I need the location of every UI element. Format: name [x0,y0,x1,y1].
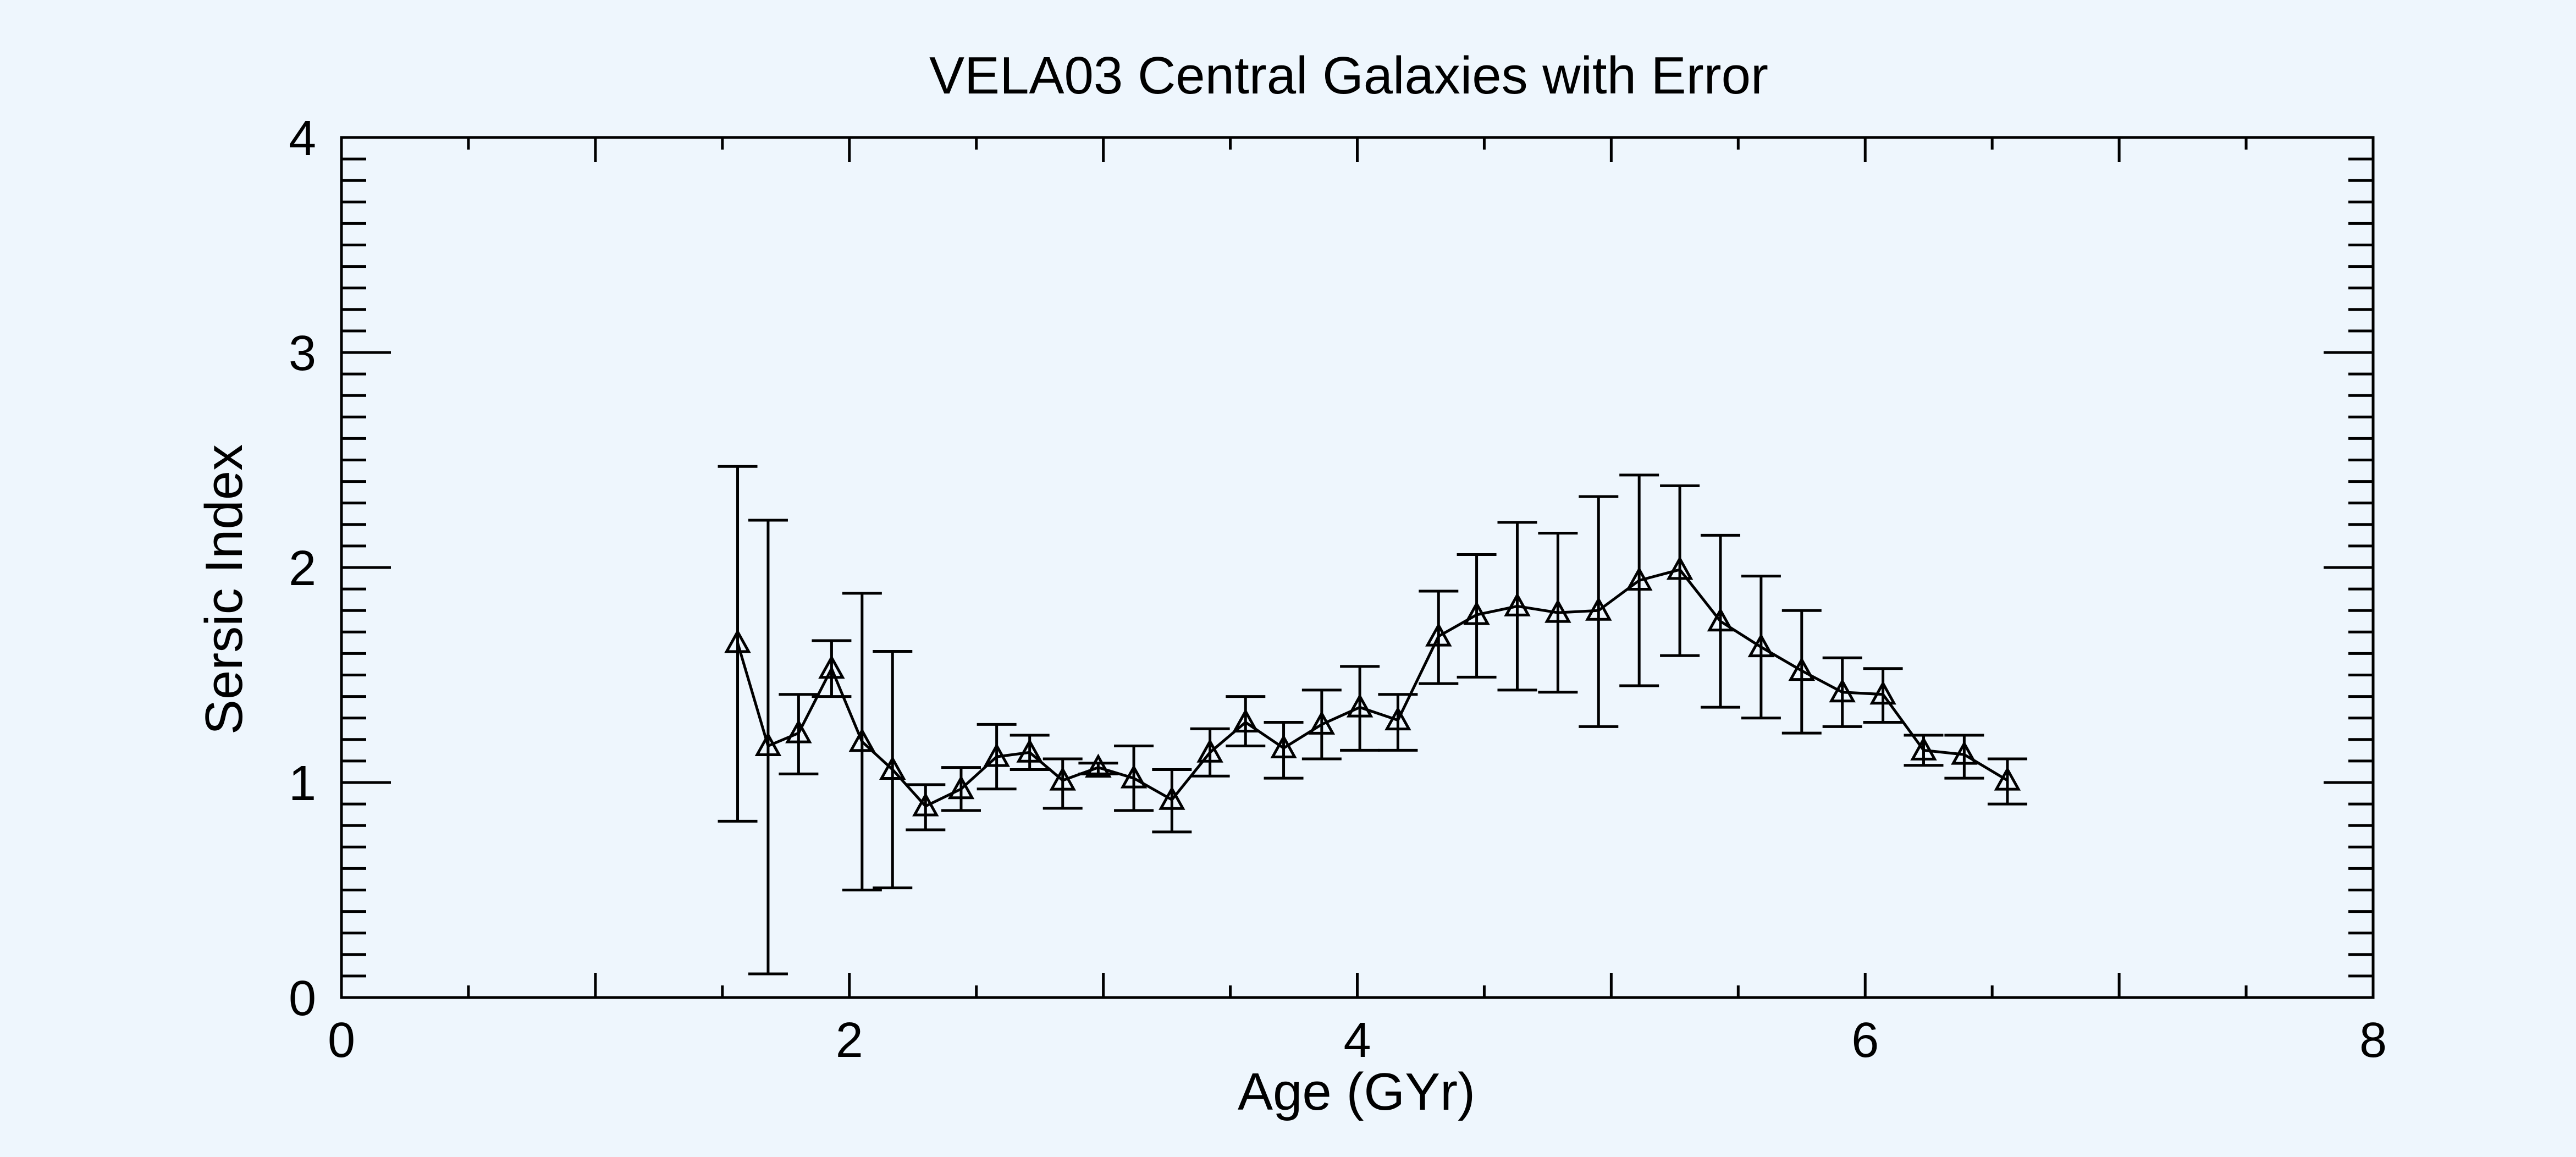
data-point-triangle [1910,736,1937,761]
data-point-triangle [1346,693,1374,718]
data-point-triangle [1994,766,2021,791]
data-point-triangle [1232,708,1259,733]
data-point-triangle [1085,753,1112,778]
data-point-triangle [818,654,845,679]
data-point-triangle [1196,739,1223,763]
data-point-triangle [1159,786,1185,810]
x-tick-label: 0 [328,1013,355,1068]
y-tick-label: 4 [289,111,316,166]
x-tick-label: 8 [2359,1013,2387,1068]
data-point-triangle [1585,597,1612,621]
data-point-triangle [1049,766,1076,791]
x-tick-label: 4 [1343,1013,1371,1068]
y-tick-label: 1 [289,756,316,811]
data-point-triangle [1869,680,1896,705]
data-point-triangle [1625,566,1653,591]
data-point-triangle [947,775,975,800]
data-point-triangle [1545,598,1571,623]
chart-title: VELA03 Central Galaxies with Error [929,46,1768,105]
data-point-triangle [1951,741,1978,765]
axis-ticks [340,136,2375,999]
data-point-triangle [1120,764,1148,789]
data-point-triangle [848,728,876,752]
data-point-triangle [1308,710,1336,735]
data-point-triangle [1384,706,1411,731]
data-point-triangle [1425,622,1452,647]
y-tick-label: 3 [289,326,316,381]
data-point-triangle [879,756,906,780]
data-point-triangle [1788,657,1816,681]
data-point-triangle [1504,592,1531,616]
x-tick-label: 2 [836,1013,863,1068]
data-point-triangle [1270,734,1297,758]
y-axis-label: Sersic Index [195,444,253,735]
tick-labels: 0 2 4 6 8 0 1 2 3 4 [289,111,2387,1068]
data-point-triangle [1707,607,1734,632]
data-point-triangle [1829,678,1856,703]
data-point-triangle [724,629,751,653]
data-point-triangle [912,792,939,817]
series-line [736,568,2009,808]
data-point-triangle [785,719,812,743]
y-tick-label: 0 [289,971,316,1026]
plot-frame [340,136,2375,999]
data-point-triangle [983,742,1010,767]
data-point-triangle [1747,633,1775,658]
data-series [718,465,2027,976]
data-point-triangle [1666,555,1694,580]
data-point-triangle [1463,600,1490,625]
data-point-triangle [1016,739,1043,763]
y-tick-label: 2 [289,541,316,596]
x-tick-label: 6 [1851,1013,1879,1068]
data-point-triangle [754,732,782,757]
x-axis-label: Age (GYr) [1238,1062,1475,1121]
